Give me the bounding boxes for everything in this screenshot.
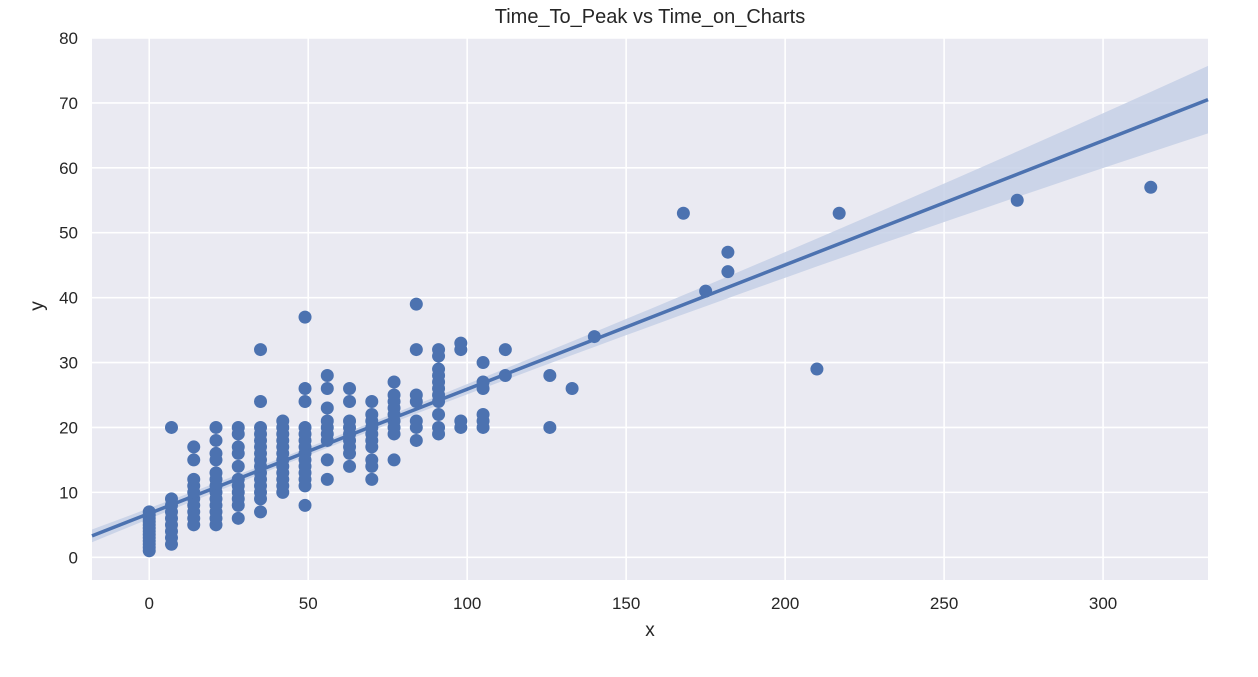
y-tick-label: 0 (69, 548, 78, 567)
data-point (810, 362, 824, 376)
y-tick-label: 20 (59, 418, 78, 437)
data-point (676, 206, 690, 220)
data-point (365, 453, 379, 467)
data-point (298, 498, 312, 512)
data-point (254, 505, 268, 519)
data-point (231, 459, 245, 473)
y-tick-label: 70 (59, 94, 78, 113)
data-point (231, 440, 245, 454)
data-point (343, 382, 357, 396)
x-axis-label: x (645, 620, 655, 641)
data-point (832, 206, 846, 220)
data-point (209, 446, 223, 460)
data-point (409, 297, 423, 311)
data-point (187, 472, 201, 486)
data-point (387, 453, 401, 467)
data-point (409, 433, 423, 447)
x-tick-label: 200 (771, 594, 799, 613)
data-point (254, 420, 268, 434)
data-point (231, 420, 245, 434)
data-point (454, 414, 468, 428)
data-point (187, 453, 201, 467)
tick-labels: 0 50 100 150 200 250 300 0 10 20 30 40 50 60 70 80 (59, 29, 1117, 613)
data-point (320, 401, 334, 415)
data-point (209, 420, 223, 434)
data-point (409, 414, 423, 428)
x-tick-label: 50 (299, 594, 318, 613)
data-point (254, 394, 268, 408)
data-point (320, 453, 334, 467)
data-point (1010, 193, 1024, 207)
data-point (343, 414, 357, 428)
data-point (298, 394, 312, 408)
data-point (343, 459, 357, 473)
data-point (543, 420, 557, 434)
data-points (142, 180, 1158, 558)
data-point (476, 356, 490, 370)
y-tick-label: 30 (59, 354, 78, 373)
data-point (409, 388, 423, 402)
regression-line (91, 98, 1209, 538)
data-point (187, 440, 201, 454)
data-point (320, 414, 334, 428)
data-point (164, 420, 178, 434)
data-point (320, 369, 334, 383)
data-point (432, 362, 446, 376)
data-point (298, 310, 312, 324)
data-point (498, 343, 512, 357)
y-tick-label: 60 (59, 159, 78, 178)
data-point (231, 511, 245, 525)
data-point (387, 375, 401, 389)
data-point (565, 382, 579, 396)
y-tick-label: 50 (59, 224, 78, 243)
data-point (298, 420, 312, 434)
data-point (721, 265, 735, 279)
x-tick-label: 300 (1089, 594, 1117, 613)
data-point (365, 472, 379, 486)
data-point (276, 414, 290, 428)
data-point (454, 336, 468, 350)
data-point (365, 394, 379, 408)
data-point (320, 472, 334, 486)
data-point (543, 369, 557, 383)
data-point (365, 407, 379, 421)
data-point (209, 466, 223, 480)
data-point (432, 343, 446, 357)
y-tick-label: 80 (59, 29, 78, 48)
x-tick-label: 100 (453, 594, 481, 613)
chart-title: Time_To_Peak vs Time_on_Charts (495, 6, 806, 28)
y-axis-label: y (27, 301, 48, 311)
data-point (343, 394, 357, 408)
data-point (409, 343, 423, 357)
data-point (254, 343, 268, 357)
x-tick-label: 250 (930, 594, 958, 613)
data-point (721, 245, 735, 259)
data-point (320, 382, 334, 396)
data-point (432, 420, 446, 434)
data-point (298, 382, 312, 396)
data-point (476, 407, 490, 421)
data-point (1144, 180, 1158, 194)
data-point (387, 388, 401, 402)
data-point (209, 433, 223, 447)
regression-line-layer (91, 98, 1209, 538)
x-tick-label: 0 (144, 594, 153, 613)
x-tick-label: 150 (612, 594, 640, 613)
y-tick-label: 10 (59, 483, 78, 502)
y-tick-label: 40 (59, 289, 78, 308)
data-point (432, 407, 446, 421)
